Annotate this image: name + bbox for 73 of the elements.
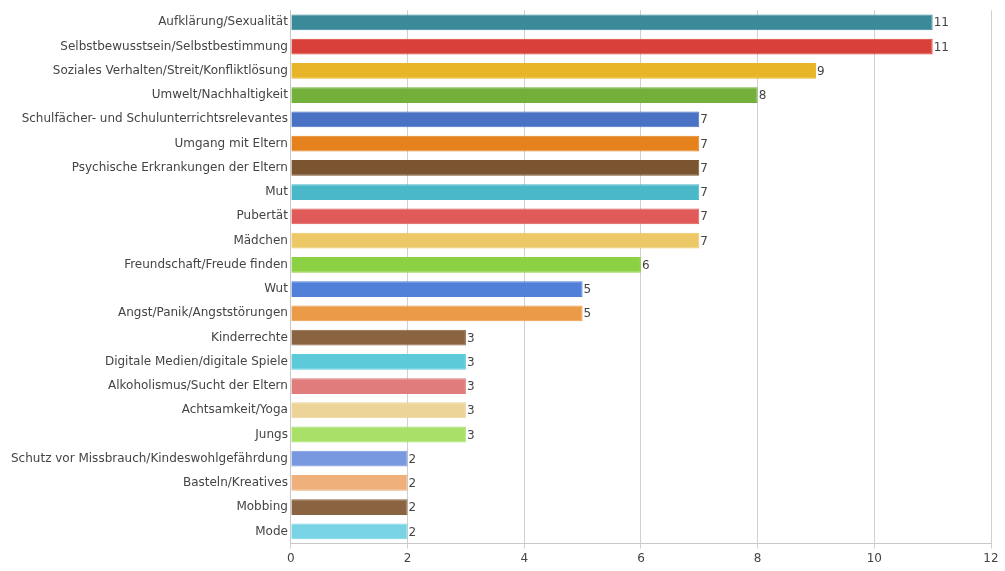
data-label: 2 (408, 451, 417, 466)
y-tick-label: Aufklärung/Sexualität (158, 14, 289, 29)
bar (291, 378, 466, 394)
data-label: 7 (700, 136, 708, 151)
data-label: 3 (466, 403, 475, 418)
bar (291, 38, 933, 55)
bar (291, 450, 408, 467)
y-tick-label: Psychische Erkrankungen der Eltern (71, 159, 288, 174)
y-tick-label: Soziales Verhalten/Streit/Konfliktlösung (52, 62, 288, 77)
data-label: 3 (466, 354, 475, 369)
bar (291, 305, 583, 322)
bar (291, 111, 700, 128)
data-label: 3 (466, 379, 475, 394)
data-label: 11 (933, 15, 949, 30)
data-label: 2 (408, 500, 417, 515)
y-tick-label: Umwelt/Nachhaltigkeit (151, 87, 289, 102)
y-tick-label: Selbstbewusstsein/Selbstbestimmung (60, 38, 288, 53)
y-tick-label: Freundschaft/Freude finden (124, 256, 288, 271)
bar (291, 475, 408, 491)
y-tick-label: Angst/Panik/Angststörungen (118, 305, 288, 320)
data-label: 9 (816, 63, 825, 78)
bar (291, 281, 583, 297)
data-label: 3 (466, 427, 475, 442)
data-label: 2 (408, 524, 417, 539)
data-label: 7 (700, 112, 708, 127)
bar (291, 232, 700, 249)
y-tick-label: Alkoholismus/Sucht der Eltern (108, 378, 288, 393)
bar (291, 402, 466, 419)
bar (291, 523, 408, 540)
data-label: 5 (583, 282, 592, 297)
x-tick-label: 6 (637, 550, 645, 565)
bar (291, 256, 641, 273)
y-tick-label: Mut (265, 184, 289, 199)
bar (291, 135, 700, 152)
y-tick-label: Pubertät (236, 208, 289, 223)
y-tick-label: Mode (255, 523, 288, 538)
x-tick-label: 10 (866, 550, 882, 565)
y-tick-label: Umgang mit Eltern (174, 135, 288, 150)
y-tick-label: Jungs (254, 426, 288, 441)
x-tick-label: 4 (520, 550, 529, 565)
data-label: 7 (700, 233, 708, 248)
bar (291, 329, 466, 346)
x-tick-label: 12 (983, 550, 999, 565)
bar (291, 208, 700, 225)
x-tick-label: 2 (403, 550, 412, 565)
data-label: 2 (408, 476, 417, 491)
y-tick-label: Achtsamkeit/Yoga (181, 402, 288, 417)
bar (291, 87, 758, 103)
y-tick-label: Digitale Medien/digitale Spiele (104, 353, 288, 368)
data-label: 7 (700, 209, 708, 224)
bar (291, 159, 700, 176)
bar (291, 353, 466, 370)
bar (291, 426, 466, 443)
bar (291, 14, 933, 31)
data-label: 11 (933, 39, 949, 54)
y-tick-label: Kinderrechte (211, 329, 288, 344)
bar (291, 499, 408, 516)
x-tick-label: 8 (753, 550, 762, 565)
data-label: 7 (700, 185, 708, 200)
data-label: 3 (466, 330, 475, 345)
y-tick-label: Mobbing (236, 499, 288, 514)
bar (291, 62, 816, 79)
bar (291, 184, 700, 200)
data-label: 8 (758, 88, 767, 103)
data-label: 5 (583, 306, 592, 321)
y-tick-label: Basteln/Kreatives (182, 475, 288, 490)
y-tick-label: Wut (264, 281, 289, 296)
data-label: 6 (641, 257, 650, 272)
y-tick-label: Schutz vor Missbrauch/Kindeswohlgefährdung (11, 450, 288, 465)
x-tick-label: 0 (287, 550, 295, 565)
y-tick-label: Mädchen (233, 232, 288, 247)
y-tick-label: Schulfächer- und Schulunterrichtsrelevantes (21, 111, 288, 126)
data-label: 7 (700, 160, 708, 175)
